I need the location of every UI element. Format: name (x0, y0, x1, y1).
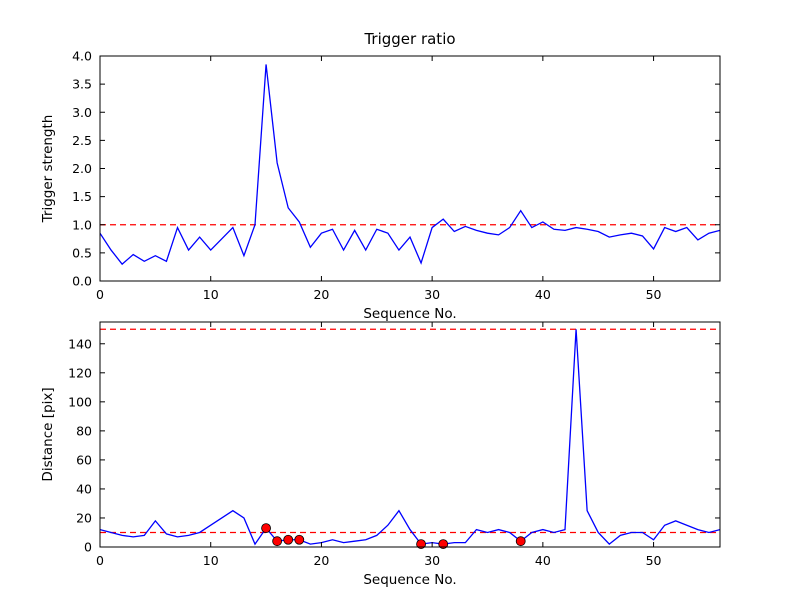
y-tick-label: 3.0 (72, 105, 92, 120)
x-tick-label: 20 (313, 553, 329, 568)
event-marker (261, 523, 271, 534)
axes-frame (99, 321, 721, 548)
x-tick-label: 30 (424, 553, 440, 568)
y-axis-label: Trigger strength (40, 115, 56, 224)
y-axis-label: Distance [pix] (40, 387, 56, 481)
x-tick-label: 10 (203, 287, 219, 302)
y-tick-label: 3.5 (72, 77, 92, 92)
x-axis-label: Sequence No. (363, 572, 456, 588)
x-tick-label: 40 (535, 287, 551, 302)
x-tick-label: 0 (96, 287, 104, 302)
y-tick-label: 0.5 (72, 245, 92, 260)
distance-line (100, 329, 720, 546)
y-tick-label: 2.0 (72, 161, 92, 176)
x-tick-label: 10 (203, 553, 219, 568)
y-tick-label: 120 (68, 365, 92, 380)
y-tick-label: 4.0 (72, 49, 92, 64)
trigger-ratio-plot: 0 10 20 30 40 50 0.0 0.5 1.0 1.5 2.0 2.5 3.0 3.5 4.0 Tr… (40, 30, 721, 322)
distance-plot: 0 10 20 30 40 50 0 20 40 60 80 100 120 140 Sequence No… (40, 321, 721, 588)
axes-background (100, 56, 720, 281)
x-axis-label: Sequence No. (363, 306, 456, 322)
event-marker (294, 534, 305, 545)
chart-title: Trigger ratio (363, 30, 455, 48)
y-tick-label: 0.0 (72, 274, 92, 289)
x-tick-label: 30 (424, 287, 440, 302)
y-tick-label: 140 (68, 336, 92, 351)
trigger-strength-line (100, 64, 720, 266)
x-tick-label: 50 (646, 553, 662, 568)
axes-background (100, 322, 720, 547)
y-tick-label: 2.5 (72, 133, 92, 148)
event-marker (438, 539, 449, 549)
event-marker (283, 534, 294, 545)
y-tick-label: 1.0 (72, 217, 92, 232)
y-tick-label: 20 (76, 510, 92, 525)
x-tick-label: 20 (313, 287, 329, 302)
event-marker (416, 539, 426, 549)
event-marker (515, 536, 526, 547)
event-marker (272, 536, 283, 547)
y-tick-label: 60 (76, 452, 92, 467)
x-tick-label: 0 (96, 553, 104, 568)
x-tick-label: 50 (646, 287, 662, 302)
y-tick-label: 80 (76, 423, 92, 438)
y-tick-label: 40 (76, 481, 92, 496)
y-tick-label: 0 (84, 540, 92, 555)
x-tick-label: 40 (535, 553, 551, 568)
y-tick-label: 1.5 (72, 189, 92, 204)
y-tick-label: 100 (68, 394, 92, 409)
